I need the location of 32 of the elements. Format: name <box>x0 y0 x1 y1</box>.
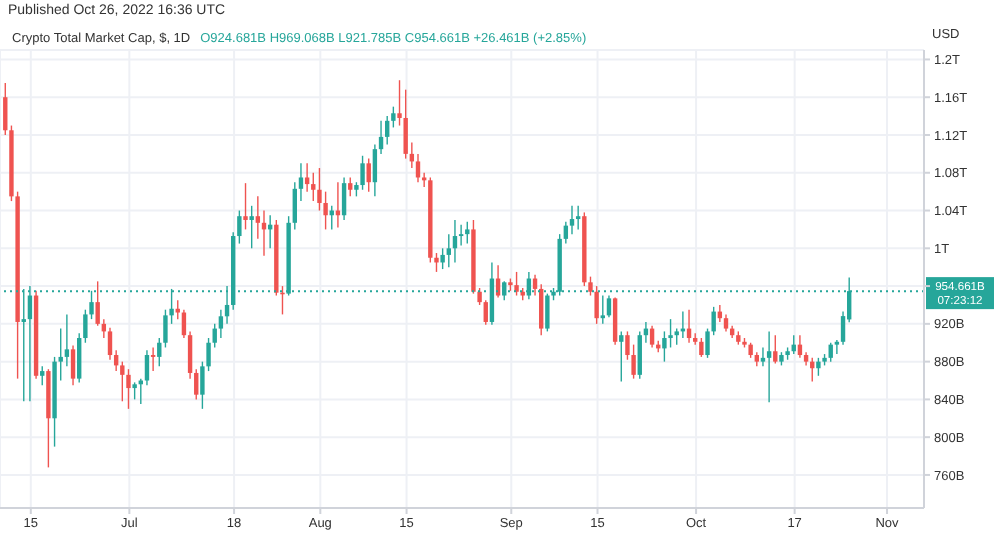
candlestick <box>514 271 519 297</box>
candlestick <box>341 176 347 221</box>
candlestick <box>649 325 655 349</box>
candlestick <box>70 344 76 386</box>
candlestick <box>385 115 390 146</box>
candlestick <box>304 162 310 193</box>
candlestick <box>539 283 544 336</box>
candlestick <box>828 342 833 363</box>
candlestick <box>243 182 248 231</box>
candlestick <box>773 334 778 365</box>
candlestick <box>766 330 772 403</box>
candlestick <box>348 176 353 198</box>
candlestick <box>360 155 365 191</box>
candlestick <box>366 157 371 193</box>
candlestick <box>612 296 618 346</box>
candlestick <box>619 330 624 383</box>
candlestick <box>150 346 156 372</box>
candlestick <box>600 294 605 325</box>
candlestick <box>594 285 599 325</box>
candlestick <box>64 313 70 368</box>
candlestick <box>575 205 581 231</box>
candlestick <box>483 299 488 326</box>
candlestick <box>403 88 408 160</box>
candlestick <box>249 205 254 250</box>
candlestick <box>699 337 704 358</box>
candlestick <box>545 292 550 333</box>
candlestick <box>465 221 470 245</box>
candlestick <box>46 368 51 469</box>
candlestick <box>637 330 642 380</box>
candlestick <box>606 294 612 318</box>
candlestick <box>126 368 131 410</box>
candlestick <box>40 365 45 386</box>
